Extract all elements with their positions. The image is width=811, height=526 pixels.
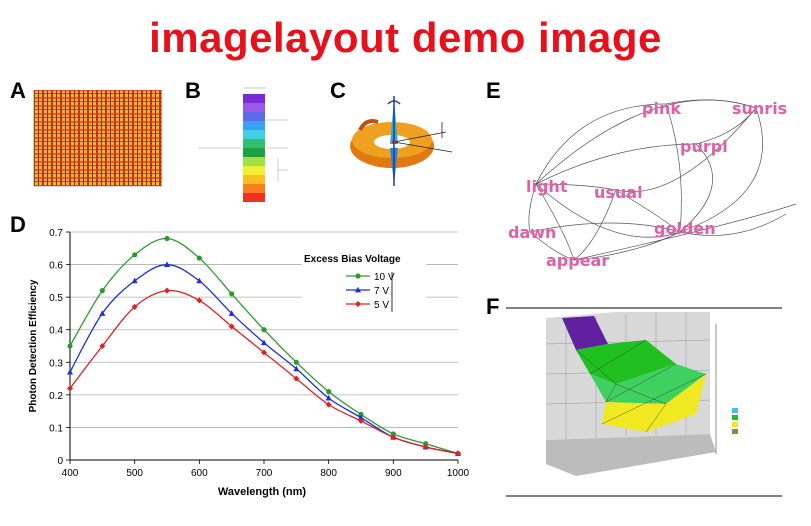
- word-node: appear: [546, 251, 609, 270]
- word-node: usual: [594, 183, 643, 202]
- chart-x-ticks: 400 500 600 700 800 900 1000: [62, 460, 470, 479]
- vector-arrow: [393, 131, 447, 143]
- y-tick-label: 0.3: [49, 358, 63, 369]
- data-point: [67, 385, 73, 392]
- data-point: [196, 277, 203, 284]
- data-point: [390, 431, 396, 437]
- panel-e-wordgraph: pink sunris purpl light usual dawn golde…: [508, 99, 796, 270]
- legend-entry: 10 V: [374, 272, 395, 283]
- data-point: [293, 365, 300, 372]
- surface-peak: [562, 316, 608, 350]
- data-point: [325, 394, 332, 401]
- chart-x-axis-label: Wavelength (nm): [218, 486, 307, 498]
- data-point: [164, 235, 170, 242]
- data-point: [390, 434, 397, 441]
- chart-y-axis-label: Photon Detection Efficiency: [28, 279, 39, 412]
- data-point: [358, 411, 364, 417]
- data-point: [131, 277, 138, 284]
- data-point: [261, 349, 267, 356]
- x-tick-label: 800: [320, 468, 337, 479]
- legend-marker: [355, 301, 361, 307]
- chart-legend: Excess Bias Voltage 10 V 7 V 5 V: [302, 252, 426, 314]
- word-node: purpl: [680, 137, 728, 156]
- y-tick-label: 0: [57, 456, 63, 467]
- floor: [546, 434, 716, 476]
- surface-lightgreen: [590, 364, 706, 404]
- word-node: light: [526, 177, 568, 196]
- surface-green: [576, 340, 676, 384]
- panel-label-f: F: [486, 294, 500, 319]
- y-tick-label: 0.5: [49, 293, 63, 304]
- x-tick-label: 500: [126, 468, 143, 479]
- data-point: [358, 414, 364, 421]
- y-tick-label: 0.4: [49, 326, 63, 337]
- legend-entry: 5 V: [374, 300, 389, 311]
- chart-series: [67, 235, 461, 457]
- legend-marker: [355, 273, 361, 279]
- panel-label-e: E: [486, 78, 501, 103]
- data-point: [293, 375, 300, 382]
- data-point: [67, 343, 73, 349]
- y-tick-label: 0.1: [49, 423, 63, 434]
- legend-entry: 7 V: [374, 286, 389, 297]
- colorbar-blocks: [243, 94, 265, 202]
- data-point: [293, 359, 299, 365]
- word-node: golden: [654, 219, 716, 238]
- panel-a-heatmap: [33, 90, 162, 187]
- chart-y-ticks: 0 0.1 0.2 0.3 0.4 0.5 0.6 0.7: [49, 228, 70, 467]
- heatmap-overlay: [34, 90, 162, 186]
- series-0: [67, 235, 461, 457]
- data-point: [261, 327, 267, 333]
- data-point: [455, 450, 461, 457]
- x-tick-label: 900: [385, 468, 402, 479]
- data-point: [228, 310, 235, 316]
- rotation-arrow: [358, 119, 379, 131]
- data-point: [423, 441, 429, 447]
- data-point: [164, 261, 170, 267]
- y-tick-label: 0.7: [49, 228, 63, 239]
- data-point: [196, 297, 203, 304]
- data-point: [196, 255, 202, 261]
- x-tick-label: 1000: [447, 468, 470, 479]
- page-title: imagelayout demo image: [149, 14, 662, 61]
- data-point: [261, 339, 267, 346]
- x-tick-label: 600: [191, 468, 208, 479]
- data-point: [228, 323, 235, 330]
- data-point: [67, 368, 73, 375]
- panel-label-a: A: [10, 78, 26, 103]
- graph-edges: [528, 99, 796, 261]
- data-point: [326, 389, 332, 395]
- y-tick-label: 0.2: [49, 391, 63, 402]
- data-point: [132, 252, 138, 258]
- surface-yellow: [602, 374, 706, 432]
- data-point: [164, 287, 170, 294]
- panel-c-torus: [350, 96, 453, 186]
- data-point: [358, 417, 364, 424]
- data-point: [229, 291, 235, 297]
- series-line: [69, 289, 459, 455]
- word-node: pink: [642, 99, 681, 118]
- word-node: sunris: [732, 99, 787, 118]
- x-tick-label: 700: [256, 468, 273, 479]
- word-node: dawn: [508, 223, 556, 242]
- series-2: [67, 287, 461, 457]
- panel-d-chart: 0 0.1 0.2 0.3 0.4 0.5 0.6 0.7 400 500 600 700 800 90…: [28, 228, 470, 498]
- panel-f-surface3d: [506, 307, 782, 497]
- panel-b-colorbar: [198, 87, 288, 202]
- panel-label-b: B: [185, 78, 201, 103]
- data-point: [325, 401, 332, 408]
- y-tick-label: 0.6: [49, 261, 63, 272]
- panel-label-d: D: [10, 212, 26, 237]
- data-point: [99, 288, 105, 294]
- data-point: [131, 303, 138, 310]
- legend-marker: [355, 286, 361, 293]
- data-point: [99, 343, 106, 349]
- legend-title: Excess Bias Voltage: [304, 254, 401, 265]
- data-point: [422, 443, 429, 450]
- panel-label-c: C: [330, 78, 346, 103]
- data-point: [99, 310, 106, 316]
- x-tick-label: 400: [62, 468, 79, 479]
